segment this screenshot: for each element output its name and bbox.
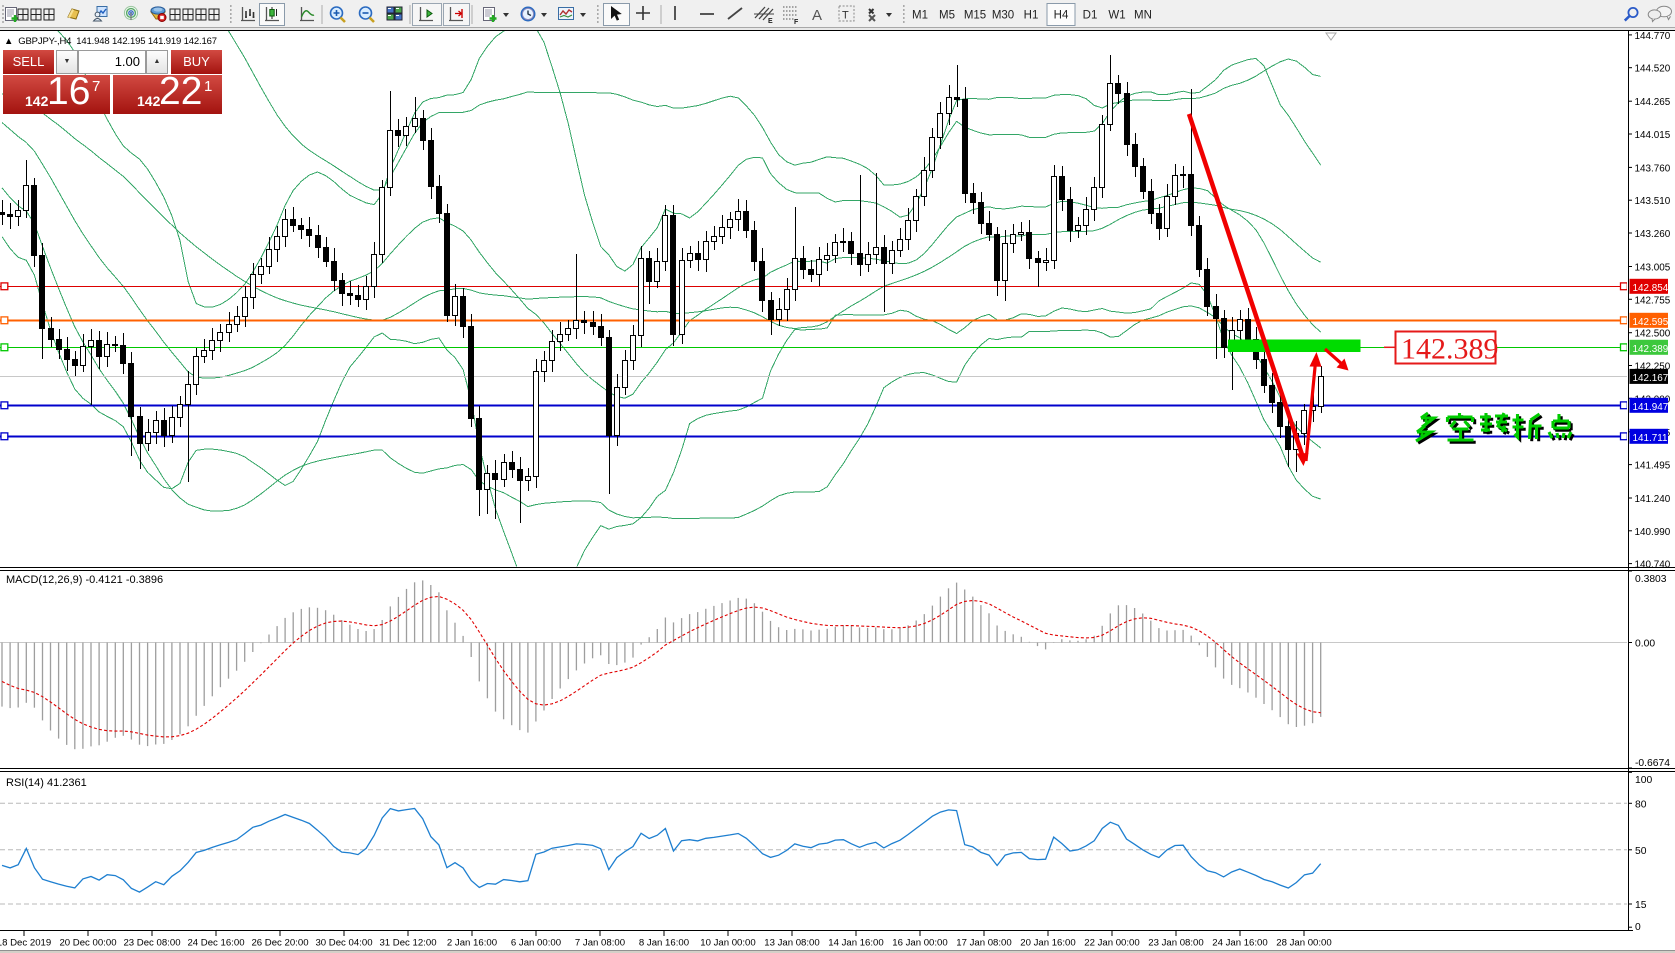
- svg-text:E: E: [768, 18, 773, 25]
- svg-text:142.854: 142.854: [1633, 283, 1669, 294]
- svg-text:23 Dec 08:00: 23 Dec 08:00: [123, 938, 180, 949]
- svg-text:M15: M15: [964, 10, 986, 22]
- svg-text:15: 15: [1635, 900, 1647, 911]
- svg-text:140.990: 140.990: [1635, 527, 1671, 538]
- svg-text:20 Jan 16:00: 20 Jan 16:00: [1020, 938, 1075, 949]
- svg-text:2 Jan 16:00: 2 Jan 16:00: [447, 938, 497, 949]
- svg-text:143.510: 143.510: [1635, 196, 1671, 207]
- svg-text:M30: M30: [992, 10, 1014, 22]
- svg-text:143.005: 143.005: [1635, 263, 1671, 274]
- svg-text:7 Jan 08:00: 7 Jan 08:00: [575, 938, 625, 949]
- svg-text:M1: M1: [912, 10, 928, 22]
- svg-text:23 Jan 08:00: 23 Jan 08:00: [1148, 938, 1203, 949]
- svg-text:F: F: [794, 19, 799, 26]
- svg-text:141.947: 141.947: [1633, 402, 1669, 413]
- svg-text:100: 100: [1635, 775, 1652, 786]
- svg-text:142.389: 142.389: [1633, 344, 1669, 355]
- svg-text:140.740: 140.740: [1635, 560, 1671, 571]
- svg-text:A: A: [812, 7, 822, 24]
- svg-text:M5: M5: [939, 10, 955, 22]
- svg-text:80: 80: [1635, 799, 1647, 810]
- svg-text:144.015: 144.015: [1635, 130, 1671, 141]
- svg-text:24 Jan 16:00: 24 Jan 16:00: [1212, 938, 1267, 949]
- svg-text:142.755: 142.755: [1635, 295, 1671, 306]
- svg-text:142.389: 142.389: [1401, 333, 1499, 366]
- svg-text:8 Jan 16:00: 8 Jan 16:00: [639, 938, 689, 949]
- svg-text:MN: MN: [1134, 10, 1152, 22]
- svg-text:141.711: 141.711: [1633, 433, 1668, 444]
- svg-text:0.3803: 0.3803: [1635, 574, 1667, 585]
- svg-text:143.760: 143.760: [1635, 163, 1671, 174]
- svg-text:T: T: [842, 10, 849, 22]
- svg-text:D1: D1: [1083, 10, 1098, 22]
- svg-text:50: 50: [1635, 846, 1647, 857]
- svg-text:144.265: 144.265: [1635, 97, 1671, 108]
- svg-text:0.00: 0.00: [1635, 639, 1655, 650]
- svg-text:18 Dec 2019: 18 Dec 2019: [0, 938, 51, 949]
- svg-text:144.520: 144.520: [1635, 64, 1671, 75]
- svg-text:14 Jan 16:00: 14 Jan 16:00: [828, 938, 883, 949]
- svg-text:13 Jan 08:00: 13 Jan 08:00: [764, 938, 819, 949]
- svg-text:142.500: 142.500: [1635, 329, 1671, 340]
- svg-text:141.495: 141.495: [1635, 461, 1671, 472]
- svg-text:17 Jan 08:00: 17 Jan 08:00: [956, 938, 1011, 949]
- svg-text:142.250: 142.250: [1635, 362, 1671, 373]
- svg-text:31 Dec 12:00: 31 Dec 12:00: [379, 938, 436, 949]
- svg-text:6 Jan 00:00: 6 Jan 00:00: [511, 938, 561, 949]
- svg-text:30 Dec 04:00: 30 Dec 04:00: [315, 938, 372, 949]
- svg-text:144.770: 144.770: [1635, 31, 1671, 42]
- svg-text:142.595: 142.595: [1633, 317, 1669, 328]
- svg-text:0: 0: [1635, 922, 1641, 933]
- svg-text:143.260: 143.260: [1635, 229, 1671, 240]
- svg-text:W1: W1: [1108, 10, 1125, 22]
- svg-text:24 Dec 16:00: 24 Dec 16:00: [187, 938, 244, 949]
- svg-text:22 Jan 00:00: 22 Jan 00:00: [1084, 938, 1139, 949]
- svg-text:26 Dec 20:00: 26 Dec 20:00: [251, 938, 308, 949]
- svg-text:141.240: 141.240: [1635, 494, 1671, 505]
- svg-text:10 Jan 00:00: 10 Jan 00:00: [700, 938, 755, 949]
- svg-text:-0.6674: -0.6674: [1635, 758, 1670, 769]
- svg-text:16 Jan 00:00: 16 Jan 00:00: [892, 938, 947, 949]
- svg-text:H4: H4: [1054, 10, 1069, 22]
- svg-text:28 Jan 00:00: 28 Jan 00:00: [1276, 938, 1331, 949]
- svg-text:20 Dec 00:00: 20 Dec 00:00: [59, 938, 116, 949]
- svg-text:H1: H1: [1024, 10, 1039, 22]
- svg-text:142.167: 142.167: [1633, 373, 1669, 384]
